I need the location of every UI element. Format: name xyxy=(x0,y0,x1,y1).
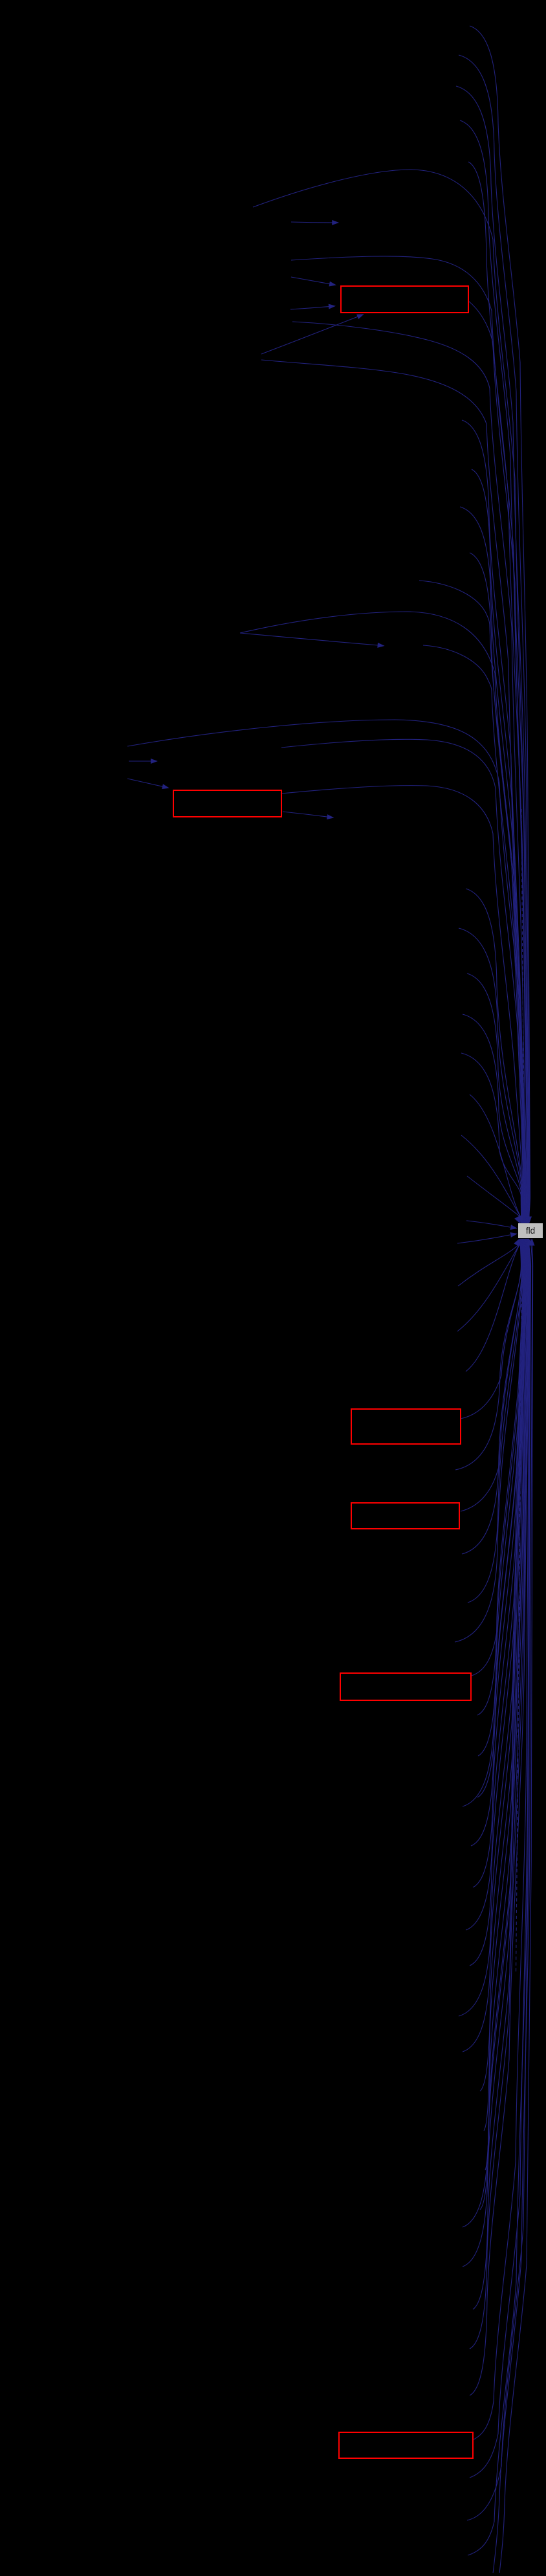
svg-text:fld: fld xyxy=(526,1226,535,1236)
